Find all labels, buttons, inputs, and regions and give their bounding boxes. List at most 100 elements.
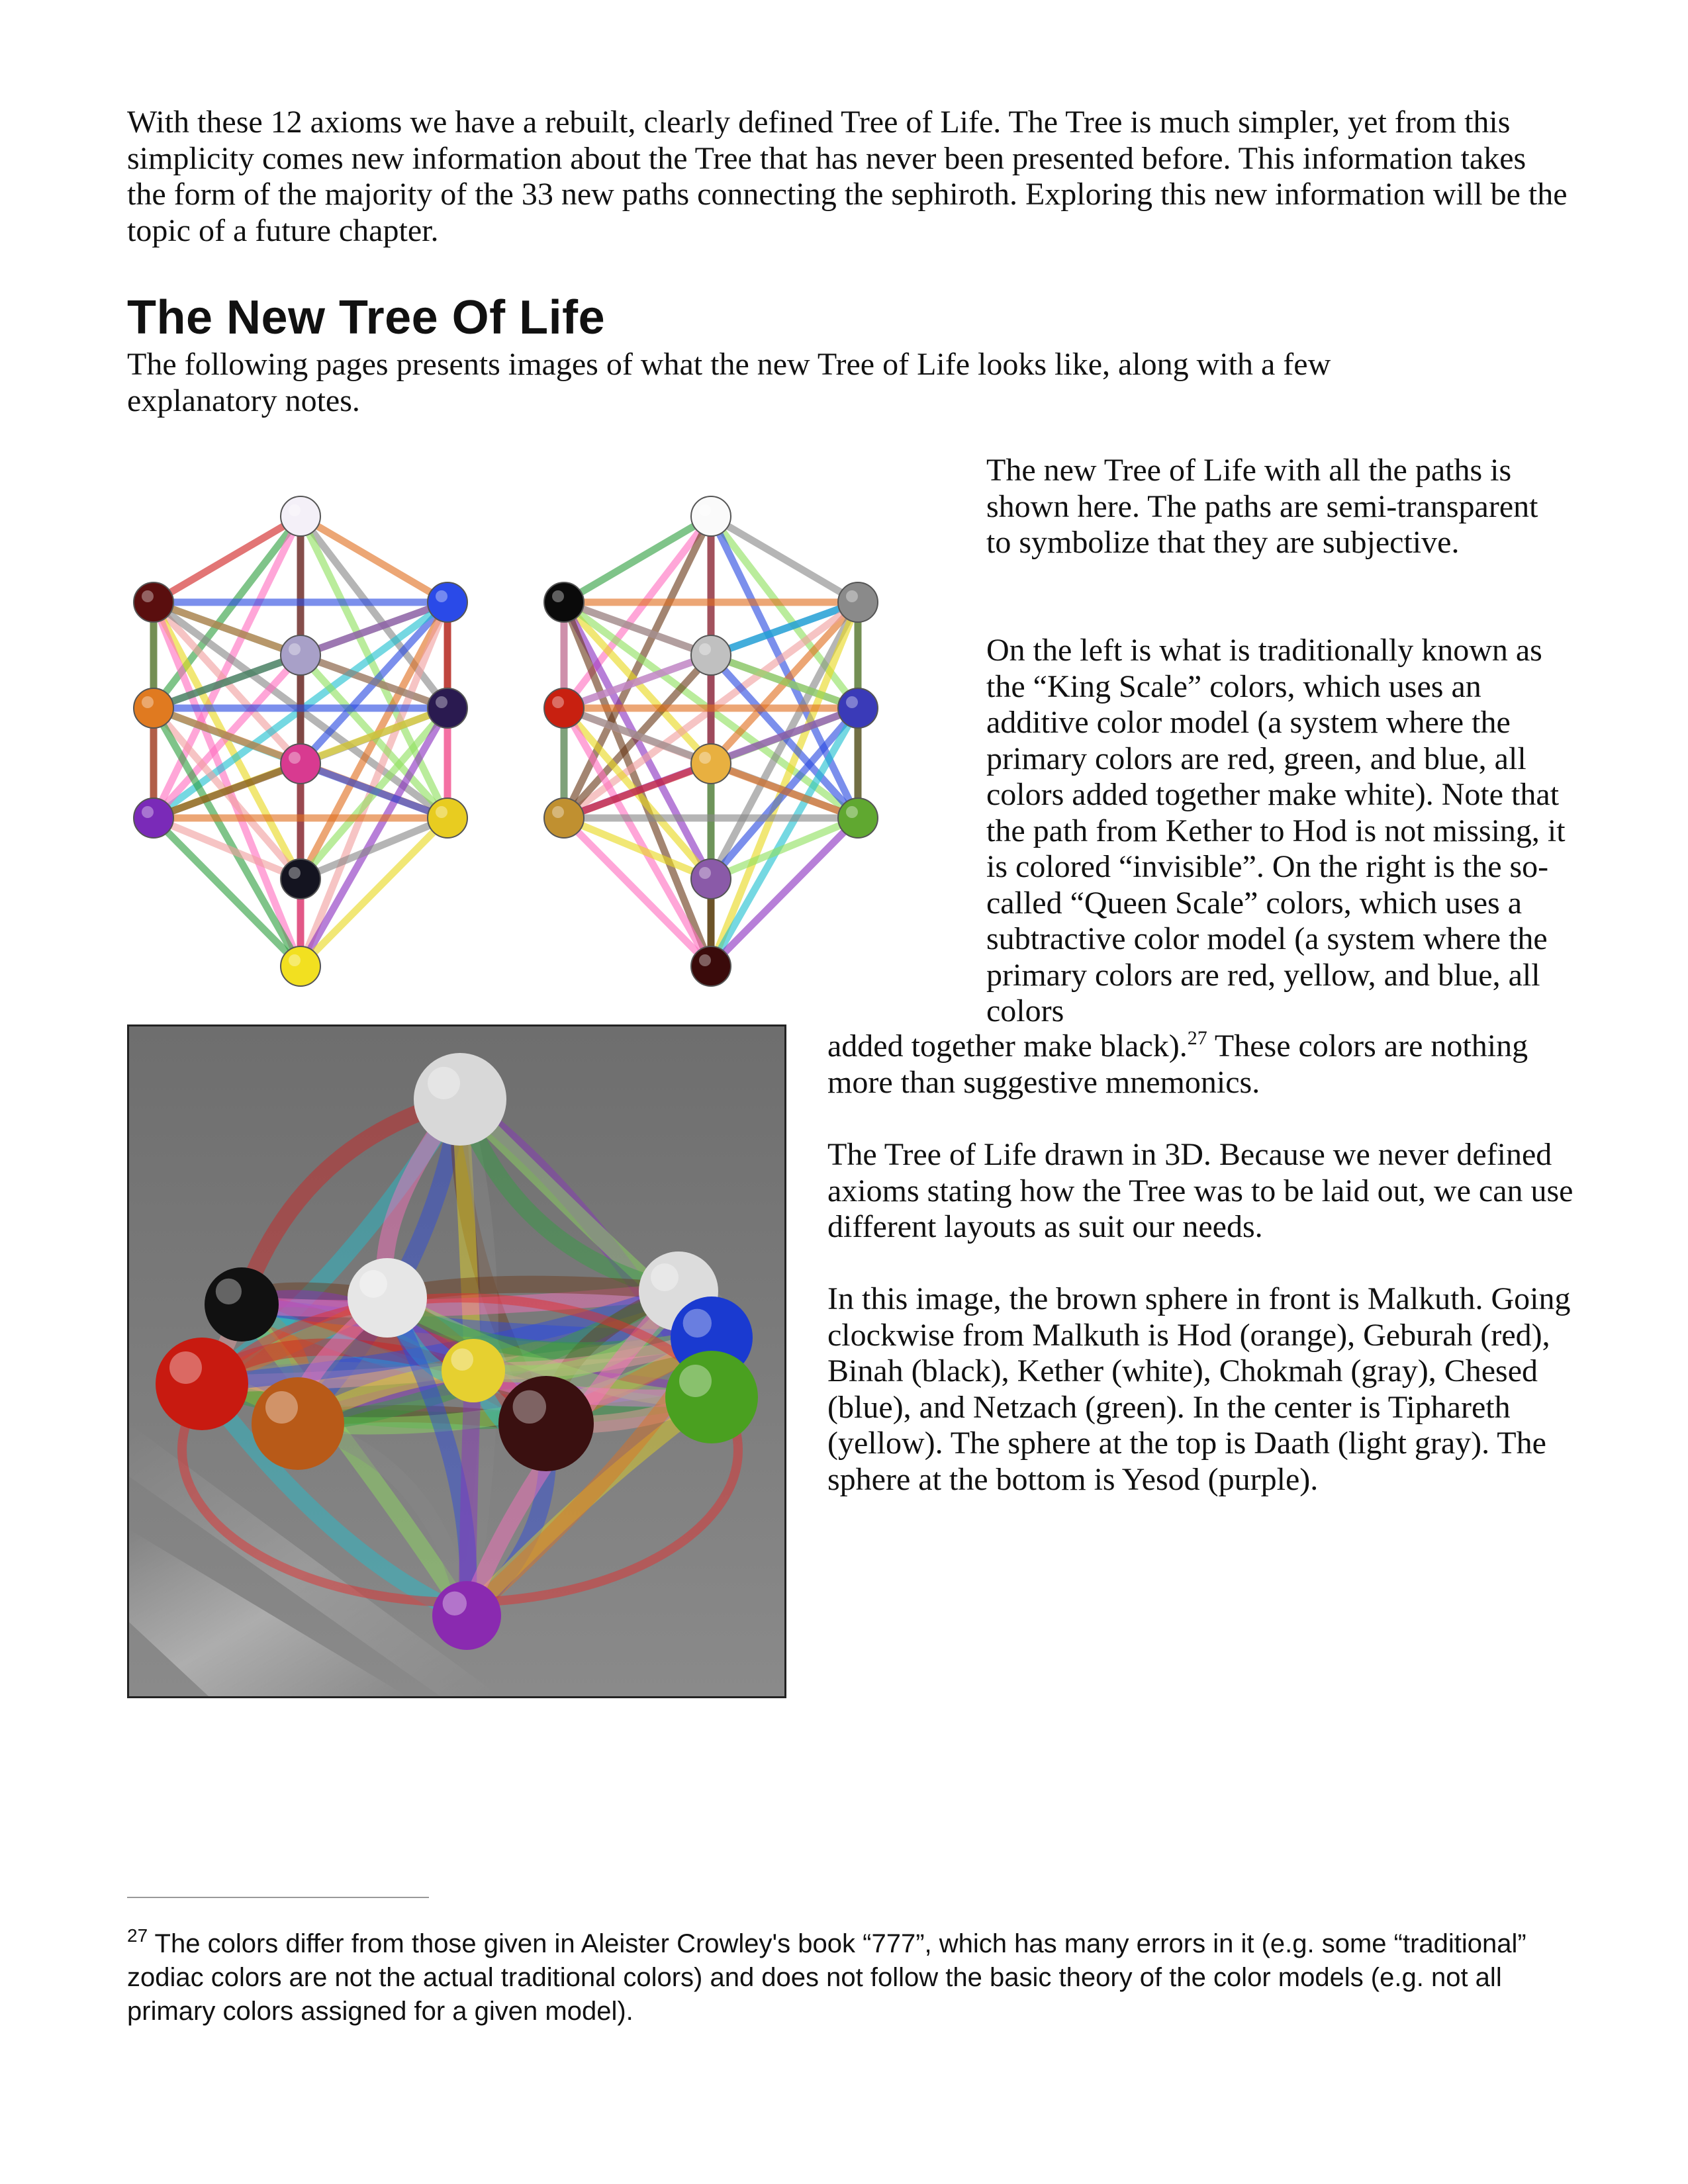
sephirah-node [837, 797, 878, 839]
sephirah-node [690, 946, 731, 987]
footnote-ref[interactable]: 27 [1187, 1027, 1207, 1049]
sephirah-node [133, 688, 174, 729]
tree-path [707, 598, 862, 970]
tree-path [560, 814, 715, 883]
sphere-highlight [442, 1591, 467, 1615]
sphere-highlight [451, 1348, 473, 1371]
tree-path [560, 651, 715, 712]
sphere-highlight [215, 1278, 242, 1304]
sphere-highlight [682, 1308, 712, 1338]
node-highlight [699, 954, 711, 966]
node-highlight [846, 590, 858, 602]
sephirah-node [690, 496, 731, 537]
tree-3d-sphere [442, 1339, 505, 1402]
tree-path [707, 814, 862, 883]
tree-3d-figure [127, 1024, 786, 1698]
tree-3d-path [233, 1296, 475, 1624]
caption-scales-c-text: These colors are nothing more than sugge… [827, 1028, 1528, 1100]
tree-3d-spheres [156, 1053, 758, 1650]
tree-3d-sphere [432, 1581, 501, 1650]
sephirah-node [280, 946, 321, 987]
tree-path [297, 512, 451, 822]
sephirah-node [133, 797, 174, 839]
queen-scale-figure [538, 490, 895, 999]
tree-path [150, 760, 305, 822]
caption-spheres: In this image, the brown sphere in front… [827, 1281, 1571, 1497]
tree-path [297, 598, 451, 970]
sephirah-node [280, 496, 321, 537]
node-highlight [699, 752, 711, 764]
sphere-highlight [265, 1391, 298, 1424]
tree-path [707, 704, 862, 970]
tree-3d-sphere [348, 1258, 427, 1338]
tree-path [707, 512, 862, 822]
sephirah-node [690, 858, 731, 899]
node-highlight [289, 954, 301, 966]
tree-3d-path [379, 1289, 477, 1624]
tree-path [150, 814, 305, 970]
tree-path [560, 598, 715, 970]
sphere-highlight [651, 1263, 679, 1291]
tree-3d-path [233, 1283, 687, 1318]
tree-path [297, 814, 451, 883]
node-highlight [289, 867, 301, 879]
node-highlight [552, 696, 564, 708]
sephirah-node [690, 635, 731, 676]
tree-path [560, 760, 715, 822]
sephirah-node [427, 688, 468, 729]
queen-scale-tree-diagram [543, 496, 878, 987]
sephirah-node [543, 797, 585, 839]
tree-path [560, 512, 715, 606]
tree-path [150, 651, 305, 712]
tree-path [560, 512, 715, 712]
tree-3d-path [289, 1370, 720, 1432]
node-highlight [699, 867, 711, 879]
tree-path [707, 760, 862, 822]
tree-3d-sphere [156, 1338, 248, 1430]
tree-path [560, 704, 715, 970]
tree-path [707, 512, 862, 712]
caption-scales-b-text: added together make black). [827, 1028, 1188, 1064]
sephirah-node [427, 797, 468, 839]
sphere-highlight [679, 1365, 712, 1397]
sephirah-node [427, 582, 468, 623]
caption-scales-part-b: added together make black).27 These colo… [827, 1028, 1575, 1101]
sphere-highlight [359, 1270, 387, 1298]
tree-3d-sphere [414, 1053, 506, 1146]
tree-path [150, 512, 305, 822]
tree-path [150, 814, 305, 883]
node-highlight [436, 696, 447, 708]
king-scale-figure [127, 490, 485, 999]
tree-path [560, 814, 715, 970]
caption-paths: The new Tree of Life with all the paths … [986, 453, 1538, 560]
tree-path [150, 512, 305, 606]
tree-path [150, 512, 305, 712]
tree-path [560, 512, 715, 822]
sephirah-node [543, 688, 585, 729]
footnote-number: 27 [127, 1925, 148, 1946]
node-highlight [142, 696, 154, 708]
tree-3d-render [129, 1026, 784, 1696]
tree-3d-sphere [498, 1376, 594, 1471]
sphere-highlight [512, 1390, 546, 1424]
tree-path [297, 704, 451, 970]
node-highlight [552, 806, 564, 818]
node-highlight [289, 752, 301, 764]
tree-3d-path [451, 1091, 499, 1624]
tree-path [297, 512, 451, 606]
sphere-highlight [169, 1351, 202, 1384]
tree-path [150, 704, 305, 970]
node-highlight [436, 806, 447, 818]
node-highlight [552, 590, 564, 602]
sephirah-node [837, 688, 878, 729]
tree-3d-sphere [252, 1377, 344, 1470]
node-highlight [142, 590, 154, 602]
node-highlight [846, 806, 858, 818]
tree-3d-path [458, 1362, 482, 1624]
footnote-text: The colors differ from those given in Al… [127, 1929, 1526, 2026]
tree-path [707, 651, 862, 712]
footnote-divider [127, 1897, 429, 1898]
section-title: The New Tree Of Life [127, 291, 606, 344]
node-highlight [699, 504, 711, 516]
caption-scales-part-a: On the left is what is traditionally kno… [986, 633, 1566, 1028]
